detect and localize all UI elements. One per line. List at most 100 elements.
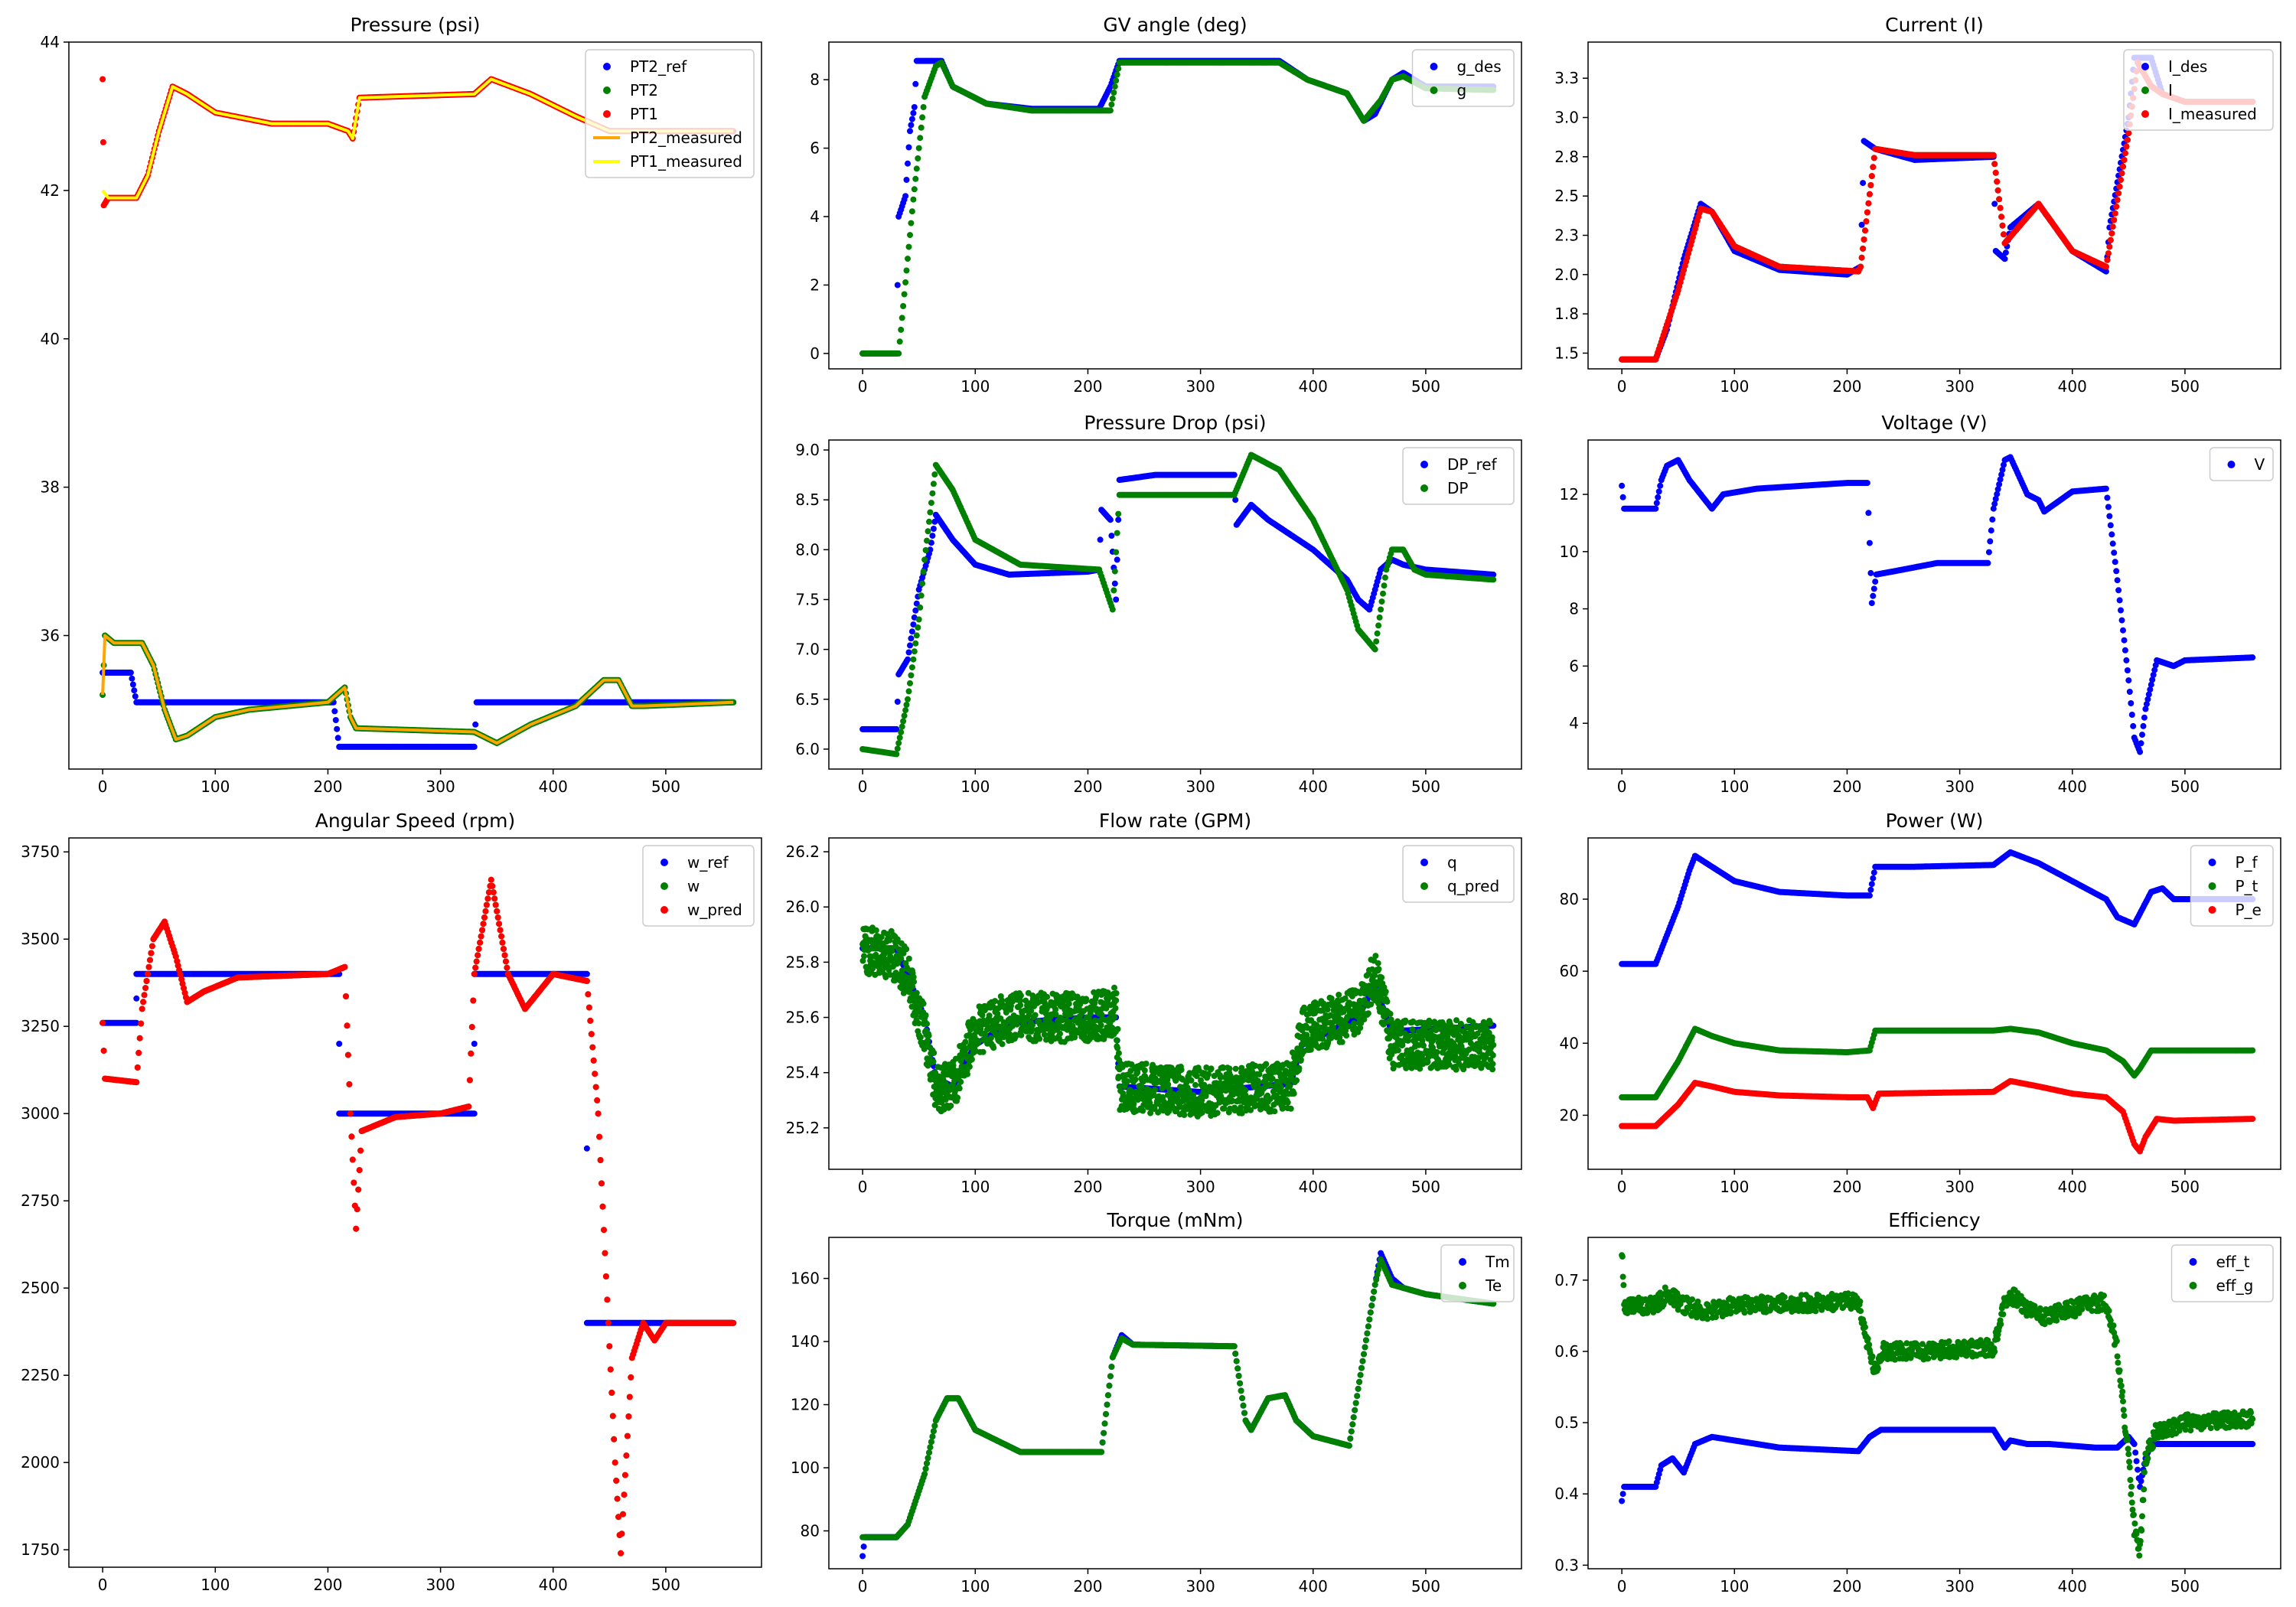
data-point: [2001, 256, 2008, 262]
data-point: [1990, 152, 1997, 158]
data-point: [2107, 236, 2114, 243]
data-point: [471, 743, 478, 750]
data-point: [908, 116, 915, 122]
data-point: [913, 165, 920, 172]
data-point: [1114, 556, 1120, 563]
data-point: [2102, 268, 2109, 275]
x-tick-label: 200: [1832, 377, 1861, 396]
y-tick-label: 6: [810, 139, 820, 158]
data-point: [2104, 256, 2111, 263]
data-point: [1997, 204, 2004, 211]
series-DP_ref: [859, 471, 1497, 732]
data-point: [905, 144, 912, 151]
data-point: [2116, 183, 2123, 190]
y-tick-label: 40: [41, 330, 60, 348]
legend-label: PT2_measured: [630, 129, 742, 147]
data-point: [2123, 143, 2130, 150]
data-point: [2112, 210, 2118, 217]
series-PT2_measured: [101, 634, 734, 745]
data-point: [2109, 223, 2116, 230]
data-point: [905, 256, 911, 262]
chart-title: GV angle (deg): [1103, 14, 1247, 36]
data-point: [915, 155, 921, 161]
data-point: [1115, 517, 1122, 523]
data-point: [908, 635, 915, 642]
data-point: [1867, 182, 1874, 188]
data-point: [1108, 533, 1115, 539]
data-point: [131, 687, 138, 694]
data-point: [1994, 187, 2001, 194]
data-point: [1858, 221, 1865, 228]
data-point: [2106, 243, 2113, 250]
data-point: [1111, 83, 1118, 90]
legend-swatch: [2141, 86, 2149, 94]
legend-label: PT1: [630, 105, 658, 123]
data-point: [334, 725, 341, 732]
data-point: [1115, 65, 1122, 72]
data-point: [1861, 236, 1867, 243]
plot-area: [859, 57, 1497, 357]
legend-label: g_des: [1457, 57, 1502, 76]
data-point: [930, 526, 937, 532]
x-tick-label: 0: [858, 377, 868, 396]
y-tick-label: 4: [810, 207, 820, 226]
data-point: [1111, 580, 1118, 587]
data-point: [894, 282, 901, 288]
y-tick-label: 36: [41, 627, 60, 645]
data-point: [2001, 231, 2007, 238]
data-point: [2002, 249, 2009, 256]
data-point: [910, 621, 917, 628]
x-tick-label: 100: [1720, 377, 1749, 396]
x-tick-label: 500: [2170, 377, 2200, 396]
axes-frame: [1587, 41, 2281, 370]
x-tick-label: 300: [1186, 377, 1215, 396]
data-point: [1991, 161, 1998, 168]
data-point: [2102, 263, 2109, 270]
legend-label: g: [1457, 81, 1467, 99]
data-point: [1097, 536, 1104, 543]
data-point: [912, 175, 919, 182]
x-tick-label: 400: [539, 777, 568, 796]
data-point: [2125, 130, 2132, 137]
data-point: [2118, 177, 2124, 184]
data-point: [1858, 254, 1865, 261]
data-point: [908, 628, 915, 635]
axes-frame: [68, 41, 762, 770]
data-point: [2113, 204, 2120, 210]
data-point: [1110, 90, 1117, 96]
y-tick-label: 3.3: [1554, 69, 1579, 87]
x-tick-label: 300: [1945, 377, 1975, 396]
legend-swatch: [1430, 63, 1438, 70]
data-point: [2124, 136, 2131, 143]
data-point: [1857, 263, 1864, 270]
data-point: [1860, 245, 1867, 252]
legend-label: I: [2168, 81, 2173, 99]
y-tick-label: 2: [810, 275, 820, 294]
data-point: [99, 139, 106, 145]
data-point: [1114, 71, 1120, 78]
data-point: [918, 124, 925, 131]
series-PT1_measured: [101, 77, 734, 200]
chart-gv_angle: GV angle (deg)0 100 200 300 400 50002468g_des…: [810, 14, 1522, 396]
data-point: [1991, 200, 1998, 207]
data-point: [1107, 517, 1114, 523]
data-point: [903, 177, 910, 183]
data-point: [1994, 178, 2001, 185]
legend-swatch: [2141, 110, 2149, 118]
chart-title: Pressure (psi): [350, 14, 480, 36]
data-point: [1862, 227, 1868, 234]
data-point: [902, 193, 909, 200]
data-point: [901, 291, 908, 298]
legend-box: [1411, 49, 1515, 107]
series-g_des: [859, 57, 1497, 357]
data-point: [905, 160, 911, 167]
data-point: [903, 267, 910, 274]
legend-box: [2123, 49, 2274, 131]
series-g: [859, 59, 1497, 357]
data-point: [912, 80, 919, 87]
data-point: [908, 208, 915, 215]
data-point: [1860, 180, 1867, 187]
